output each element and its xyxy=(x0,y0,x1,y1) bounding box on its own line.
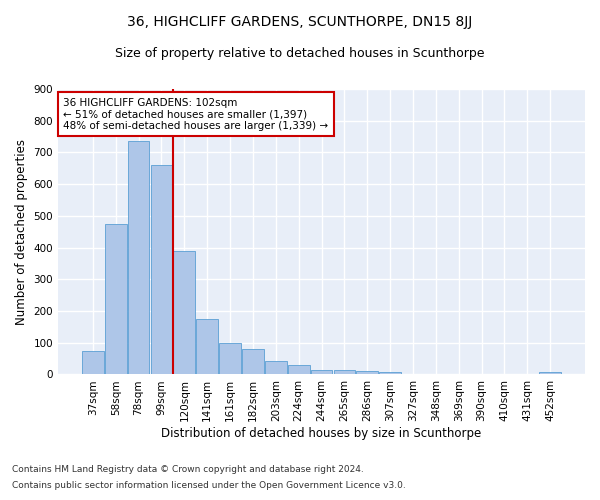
Text: Size of property relative to detached houses in Scunthorpe: Size of property relative to detached ho… xyxy=(115,48,485,60)
Bar xyxy=(173,251,195,374)
Text: Contains public sector information licensed under the Open Government Licence v3: Contains public sector information licen… xyxy=(12,480,406,490)
X-axis label: Distribution of detached houses by size in Scunthorpe: Distribution of detached houses by size … xyxy=(161,427,482,440)
Bar xyxy=(242,349,264,374)
Bar xyxy=(151,165,172,374)
Bar xyxy=(539,372,561,374)
Bar xyxy=(288,365,310,374)
Bar xyxy=(82,350,104,374)
Bar xyxy=(219,342,241,374)
Bar xyxy=(105,224,127,374)
Bar xyxy=(379,372,401,374)
Y-axis label: Number of detached properties: Number of detached properties xyxy=(15,138,28,324)
Bar xyxy=(265,361,287,374)
Text: Contains HM Land Registry data © Crown copyright and database right 2024.: Contains HM Land Registry data © Crown c… xyxy=(12,466,364,474)
Bar xyxy=(196,319,218,374)
Text: 36, HIGHCLIFF GARDENS, SCUNTHORPE, DN15 8JJ: 36, HIGHCLIFF GARDENS, SCUNTHORPE, DN15 … xyxy=(127,15,473,29)
Bar xyxy=(334,370,355,374)
Bar xyxy=(311,370,332,374)
Text: 36 HIGHCLIFF GARDENS: 102sqm
← 51% of detached houses are smaller (1,397)
48% of: 36 HIGHCLIFF GARDENS: 102sqm ← 51% of de… xyxy=(64,98,328,131)
Bar xyxy=(128,142,149,374)
Bar xyxy=(356,371,378,374)
